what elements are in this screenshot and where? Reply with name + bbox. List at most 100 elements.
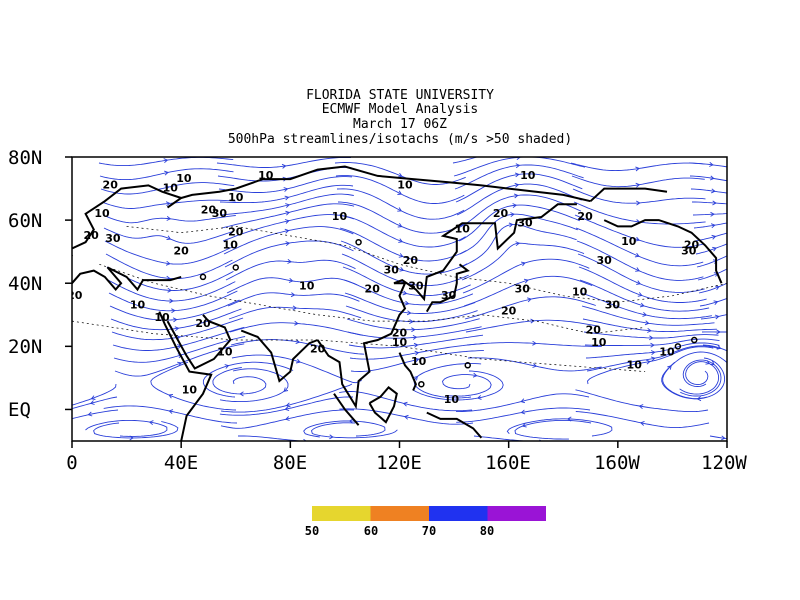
streamline-arrow xyxy=(711,234,717,240)
streamline-arrow xyxy=(285,402,291,408)
streamline xyxy=(662,351,727,400)
streamline-arrow xyxy=(667,365,672,370)
streamline xyxy=(344,292,476,314)
streamline xyxy=(413,363,482,399)
colorbar-swatch xyxy=(312,506,371,521)
streamline xyxy=(150,361,237,411)
streamline-arrow xyxy=(168,409,174,414)
streamline-arrow xyxy=(532,340,537,346)
y-tick-label: 60N xyxy=(8,210,43,232)
streamline-arrow xyxy=(635,267,640,272)
streamline-arrow xyxy=(284,219,290,224)
streamline xyxy=(689,175,727,182)
streamline xyxy=(72,409,119,420)
streamline-arrow xyxy=(639,302,645,308)
streamline-arrow xyxy=(637,292,643,297)
isotach-label: 10 xyxy=(217,346,233,359)
streamline xyxy=(109,299,240,321)
streamline xyxy=(506,418,613,437)
streamline xyxy=(219,368,289,403)
streamline-arrow xyxy=(520,409,526,415)
x-tick-label: 160E xyxy=(485,452,531,474)
streamline-arrow xyxy=(520,398,526,404)
streamline-arrow xyxy=(472,372,478,378)
streamline xyxy=(105,253,233,280)
streamline-arrow xyxy=(329,434,334,440)
isotach-label: 10 xyxy=(258,169,274,182)
streamline xyxy=(585,342,720,359)
streamline-arrow xyxy=(712,200,717,206)
streamline-arrow xyxy=(402,290,408,296)
streamline xyxy=(227,292,360,307)
streamline xyxy=(338,214,466,248)
streamline-arrow xyxy=(283,187,289,192)
streamline-arrow xyxy=(514,172,520,178)
streamline xyxy=(93,421,179,439)
streamline-arrow xyxy=(281,163,287,169)
streamline xyxy=(578,266,707,303)
x-tick-label: 0 xyxy=(66,452,78,474)
streamline-arrow xyxy=(515,163,521,169)
streamline-arrow xyxy=(712,246,717,252)
isotach-label: 10 xyxy=(176,172,192,185)
streamline xyxy=(690,188,727,194)
streamline xyxy=(473,435,609,441)
streamline-arrow xyxy=(177,361,182,367)
streamline-arrow xyxy=(650,356,656,362)
streamline xyxy=(336,188,465,220)
streamline xyxy=(226,277,358,294)
streamline-arrow xyxy=(163,158,169,164)
coast-island xyxy=(199,273,207,281)
x-tick-label: 120W xyxy=(701,452,747,474)
streamline-arrow xyxy=(288,278,294,283)
streamline xyxy=(219,396,354,416)
title-line-1: FLORIDA STATE UNIVERSITY xyxy=(306,88,494,103)
isotach-label: 10 xyxy=(332,210,348,223)
isotach-contour xyxy=(72,320,646,372)
colorbar xyxy=(312,506,546,521)
streamline xyxy=(216,157,352,168)
streamline xyxy=(340,240,468,275)
streamline-arrow xyxy=(634,252,640,258)
tick-marks xyxy=(65,156,728,448)
streamline xyxy=(692,201,727,205)
streamline xyxy=(458,204,580,242)
streamline-arrow xyxy=(284,416,290,421)
streamline xyxy=(339,408,474,425)
streamline-arrow xyxy=(514,182,520,188)
streamline xyxy=(342,266,471,297)
coastline xyxy=(316,203,577,410)
streamline-arrow xyxy=(168,393,174,399)
streamline xyxy=(576,240,704,281)
streamline-arrow xyxy=(290,292,296,298)
streamline-arrow xyxy=(638,404,644,410)
streamline xyxy=(571,175,705,188)
streamline-arrow xyxy=(647,328,652,333)
streamline-arrow xyxy=(413,375,419,381)
coast-island xyxy=(232,264,239,271)
isotach-label: 10 xyxy=(94,207,110,220)
streamline-arrow xyxy=(165,201,171,207)
streamline xyxy=(111,317,244,341)
streamline xyxy=(709,435,727,440)
streamline-arrow xyxy=(642,311,648,317)
streamline xyxy=(221,383,353,413)
streamline xyxy=(103,405,238,424)
streamline xyxy=(460,223,577,268)
streamline xyxy=(85,419,168,437)
streamline xyxy=(514,419,592,440)
streamline-arrow xyxy=(521,422,527,428)
streamline-arrow xyxy=(404,300,410,306)
streamline xyxy=(570,162,705,172)
streamline xyxy=(108,290,238,312)
streamline xyxy=(310,422,398,439)
colorbar-label: 50 xyxy=(304,524,320,538)
streamline xyxy=(679,361,720,395)
isotach-label: 20 xyxy=(103,178,119,191)
isotach-label: 20 xyxy=(577,210,593,223)
streamline xyxy=(99,168,234,181)
colorbar-swatch xyxy=(487,506,546,521)
streamline xyxy=(464,296,596,320)
streamline xyxy=(202,361,294,398)
